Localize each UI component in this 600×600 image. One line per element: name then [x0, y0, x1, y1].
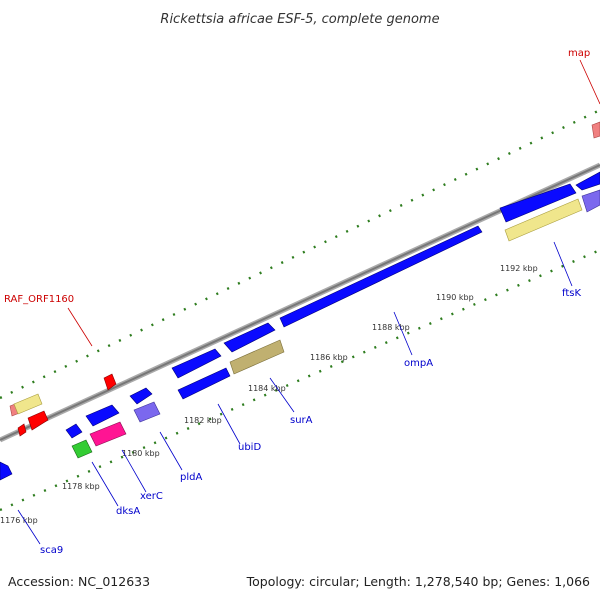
gene-pldA-b — [133, 401, 161, 423]
gene-dksA-a — [65, 423, 83, 439]
outer-tick-track — [0, 108, 600, 400]
gene-label-sura: surA — [290, 415, 313, 426]
kbp-labels: 1176 kbp 1178 kbp 1180 kbp 1182 kbp 1184… — [0, 264, 538, 525]
gene-red-left-a — [27, 410, 49, 431]
genome-backbone — [0, 162, 600, 443]
gene-label-sca9: sca9 — [40, 545, 63, 556]
reverse-strand-genes — [13, 189, 600, 459]
gene-ubiD-b — [177, 367, 231, 400]
gene-label-ftsk: ftsK — [562, 288, 581, 299]
kbp-label: 1188 kbp — [372, 323, 410, 332]
gene-red-left-b — [17, 423, 27, 437]
gene-RAF-ORF1160 — [103, 373, 117, 391]
kbp-label: 1180 kbp — [122, 449, 160, 458]
gene-labels: map RAF_ORF1160 ftsK ompA surA ubiD pldA… — [4, 48, 590, 556]
genome-summary: Topology: circular; Length: 1,278,540 bp… — [246, 574, 590, 589]
gene-label-ubid: ubiD — [238, 442, 261, 453]
leader-lines — [17, 59, 600, 545]
gene-label-dksa: dksA — [116, 506, 140, 517]
kbp-label: 1182 kbp — [184, 416, 222, 425]
kbp-label: 1178 kbp — [62, 482, 100, 491]
accession-label: Accession: NC_012633 — [8, 574, 150, 589]
gene-right-edge-b — [581, 189, 600, 213]
gene-xerC-b — [89, 421, 127, 447]
gene-label-plda: pldA — [180, 472, 202, 483]
gene-surA-b — [229, 339, 285, 375]
kbp-label: 1190 kbp — [436, 293, 474, 302]
gene-surA — [223, 322, 276, 353]
kbp-label: 1184 kbp — [248, 384, 286, 393]
inner-tick-track — [0, 248, 600, 512]
gene-pldA-a — [129, 387, 153, 405]
kbp-label: 1186 kbp — [310, 353, 348, 362]
gene-yellow-left — [13, 393, 43, 415]
gene-label-ompa: ompA — [404, 358, 433, 369]
gene-ubiD-a — [171, 348, 222, 379]
forward-strand-genes — [0, 121, 600, 481]
gene-label-xerc: xerC — [140, 491, 163, 502]
gene-ftsK-b — [504, 198, 583, 242]
kbp-label: 1176 kbp — [0, 516, 38, 525]
gene-dksA-b — [71, 439, 93, 459]
page-title: Rickettsia africae ESF-5, complete genom… — [160, 12, 439, 27]
kbp-label: 1192 kbp — [500, 264, 538, 273]
gene-xerC-a — [85, 404, 120, 427]
gene-right-edge-a — [575, 171, 600, 191]
gene-label-map: map — [568, 48, 590, 59]
gene-ompA — [279, 225, 483, 328]
gene-sca9-a — [0, 461, 13, 481]
gene-ftsK-a — [499, 183, 577, 223]
gene-label-raf-orf1160: RAF_ORF1160 — [4, 294, 74, 305]
gene-map — [591, 121, 600, 139]
